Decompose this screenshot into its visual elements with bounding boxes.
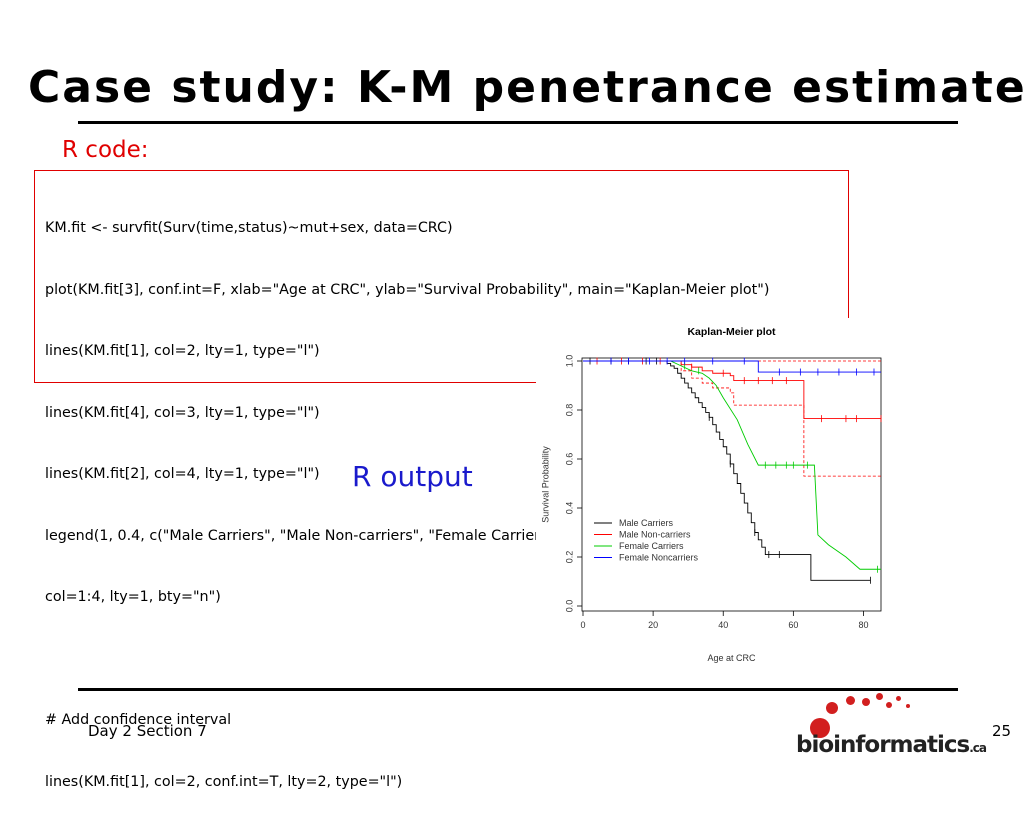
bioinformatics-logo: bioinformatics.ca [796, 690, 987, 765]
footer-rule [78, 688, 958, 691]
km-chart: Kaplan-Meier plot 0 20 40 60 80 0.0 0.2 0.4 0.6 0.… [536, 318, 892, 670]
series-line-male-carriers [583, 360, 871, 581]
legend-entry: Male Non-carriers [619, 530, 691, 540]
code-line: KM.fit <- survfit(Surv(time,status)~mut+… [45, 220, 453, 236]
logo-suffix: .ca [969, 741, 987, 755]
chart-title: Kaplan-Meier plot [687, 326, 776, 338]
series-ci-lower-male-non-carriers [583, 360, 881, 477]
y-axis-label: Survival Probability [540, 446, 550, 523]
x-axis-label: Age at CRC [707, 653, 756, 663]
series-line-male-non-carriers [583, 360, 881, 420]
slide-title: Case study: K-M penetrance estimate [28, 62, 1024, 113]
y-tick-label: 0.2 [564, 551, 574, 564]
x-tick-label: 40 [718, 620, 728, 630]
km-chart-svg: Kaplan-Meier plot 0 20 40 60 80 0.0 0.2 0.4 0.6 0.… [540, 326, 882, 663]
page-number: 25 [992, 722, 1012, 740]
legend-entry: Female Noncarriers [619, 553, 699, 563]
plot-frame [581, 357, 882, 612]
y-tick-label: 0.4 [564, 502, 574, 515]
code-line: lines(KM.fit[1], col=2, conf.int=T, lty=… [45, 773, 403, 790]
code-line: col=1:4, lty=1, bty="n") [45, 589, 221, 605]
series-line-female-carriers [583, 360, 881, 570]
title-underline [78, 121, 958, 124]
footer-section: Day 2 Section 7 [88, 722, 207, 740]
y-tick-label: 0.6 [564, 453, 574, 466]
logo-text: bioinformatics [796, 732, 970, 758]
x-tick-label: 60 [788, 620, 798, 630]
y-tick-label: 0.8 [564, 404, 574, 417]
r-output-label: R output [352, 460, 473, 493]
series-line-female-noncarriers [583, 360, 881, 373]
y-tick-label: 0.0 [564, 600, 574, 613]
y-tick-label: 1.0 [564, 355, 574, 368]
legend-entry: Male Carriers [619, 518, 674, 528]
x-tick-label: 20 [648, 620, 658, 630]
x-tick-label: 80 [858, 620, 868, 630]
code-line: lines(KM.fit[2], col=4, lty=1, type="l") [45, 466, 320, 482]
legend-entry: Female Carriers [619, 541, 684, 551]
code-line: lines(KM.fit[4], col=3, lty=1, type="l") [45, 404, 320, 421]
code-line: lines(KM.fit[1], col=2, lty=1, type="l") [45, 343, 320, 359]
code-line: plot(KM.fit[3], conf.int=F, xlab="Age at… [45, 281, 770, 298]
x-tick-label: 0 [580, 620, 585, 630]
code-line: # Add confidence interval [45, 712, 232, 728]
r-code-label: R code: [62, 137, 149, 163]
